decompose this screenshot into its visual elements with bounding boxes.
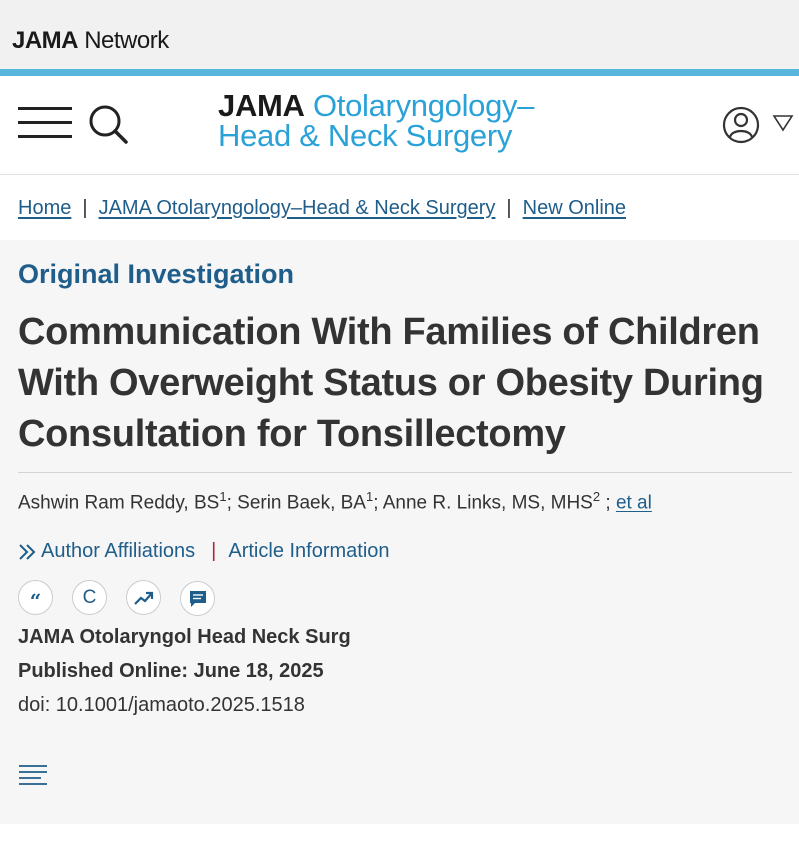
copyright-icon: C bbox=[82, 586, 97, 608]
author-name[interactable]: Anne R. Links, MS, MHS bbox=[382, 492, 593, 514]
journal-header: JAMA Otolaryngology– Head & Neck Surgery bbox=[0, 76, 799, 175]
breadcrumb: Home | JAMA Otolaryngology–Head & Neck S… bbox=[0, 176, 799, 240]
breadcrumb-separator: | bbox=[82, 196, 88, 219]
author-list: Ashwin Ram Reddy, BS1; Serin Baek, BA1; … bbox=[18, 489, 652, 514]
journal-logo-line1: Otolaryngology– bbox=[304, 88, 535, 123]
table-of-contents-icon[interactable] bbox=[18, 763, 48, 789]
affiliation-marker: 1 bbox=[365, 489, 374, 504]
hamburger-icon[interactable] bbox=[18, 107, 72, 139]
network-logo-word: Network bbox=[84, 27, 169, 54]
divider bbox=[18, 472, 792, 473]
affiliation-marker: 1 bbox=[219, 489, 227, 504]
permissions-button[interactable]: C bbox=[72, 580, 107, 615]
article-meta-links: Author Affiliations | Article Informatio… bbox=[18, 540, 390, 563]
et-al-link[interactable]: et al bbox=[615, 492, 652, 514]
jama-network-logo[interactable]: JAMA Network bbox=[12, 27, 169, 55]
article-tools: “ C bbox=[18, 580, 234, 616]
comment-button[interactable] bbox=[180, 581, 215, 616]
affiliation-marker: 2 bbox=[592, 489, 601, 504]
author-name[interactable]: Ashwin Ram Reddy, BS bbox=[18, 492, 220, 514]
article-header: Original Investigation Communication Wit… bbox=[0, 240, 799, 824]
journal-abbreviation: JAMA Otolaryngol Head Neck Surg bbox=[18, 626, 351, 648]
author-name[interactable]: Serin Baek, BA bbox=[237, 492, 366, 514]
metrics-button[interactable] bbox=[126, 580, 161, 615]
breadcrumb-new-online[interactable]: New Online bbox=[522, 196, 627, 219]
journal-logo-brand: JAMA bbox=[218, 88, 305, 123]
quote-icon: “ bbox=[29, 588, 42, 613]
article-type: Original Investigation bbox=[18, 259, 295, 289]
user-icon[interactable] bbox=[722, 106, 760, 144]
doi[interactable]: doi: 10.1001/jamaoto.2025.1518 bbox=[18, 694, 305, 716]
journal-logo-line2: Head & Neck Surgery bbox=[218, 118, 513, 153]
breadcrumb-separator: | bbox=[506, 196, 512, 219]
accent-rule bbox=[0, 69, 799, 76]
comment-icon bbox=[189, 590, 206, 607]
author-affiliations-link[interactable]: Author Affiliations bbox=[18, 540, 195, 563]
article-information-link[interactable]: Article Information bbox=[228, 540, 390, 562]
search-icon[interactable] bbox=[88, 104, 130, 146]
article-title: Communication With Families of Children … bbox=[18, 311, 764, 455]
network-bar: JAMA Network bbox=[0, 0, 799, 69]
link-separator: | bbox=[211, 540, 217, 562]
cite-button[interactable]: “ bbox=[18, 580, 53, 615]
trending-up-icon bbox=[133, 591, 153, 605]
breadcrumb-journal[interactable]: JAMA Otolaryngology–Head & Neck Surgery bbox=[98, 196, 496, 219]
author-affiliations-label: Author Affiliations bbox=[41, 540, 196, 562]
caret-down-icon[interactable] bbox=[772, 114, 794, 132]
network-logo-brand: JAMA bbox=[12, 27, 79, 54]
chevron-double-right-icon bbox=[19, 543, 36, 560]
breadcrumb-home[interactable]: Home bbox=[18, 196, 72, 219]
publication-date: Published Online: June 18, 2025 bbox=[18, 660, 324, 682]
journal-logo[interactable]: JAMA Otolaryngology– Head & Neck Surgery bbox=[218, 88, 535, 153]
